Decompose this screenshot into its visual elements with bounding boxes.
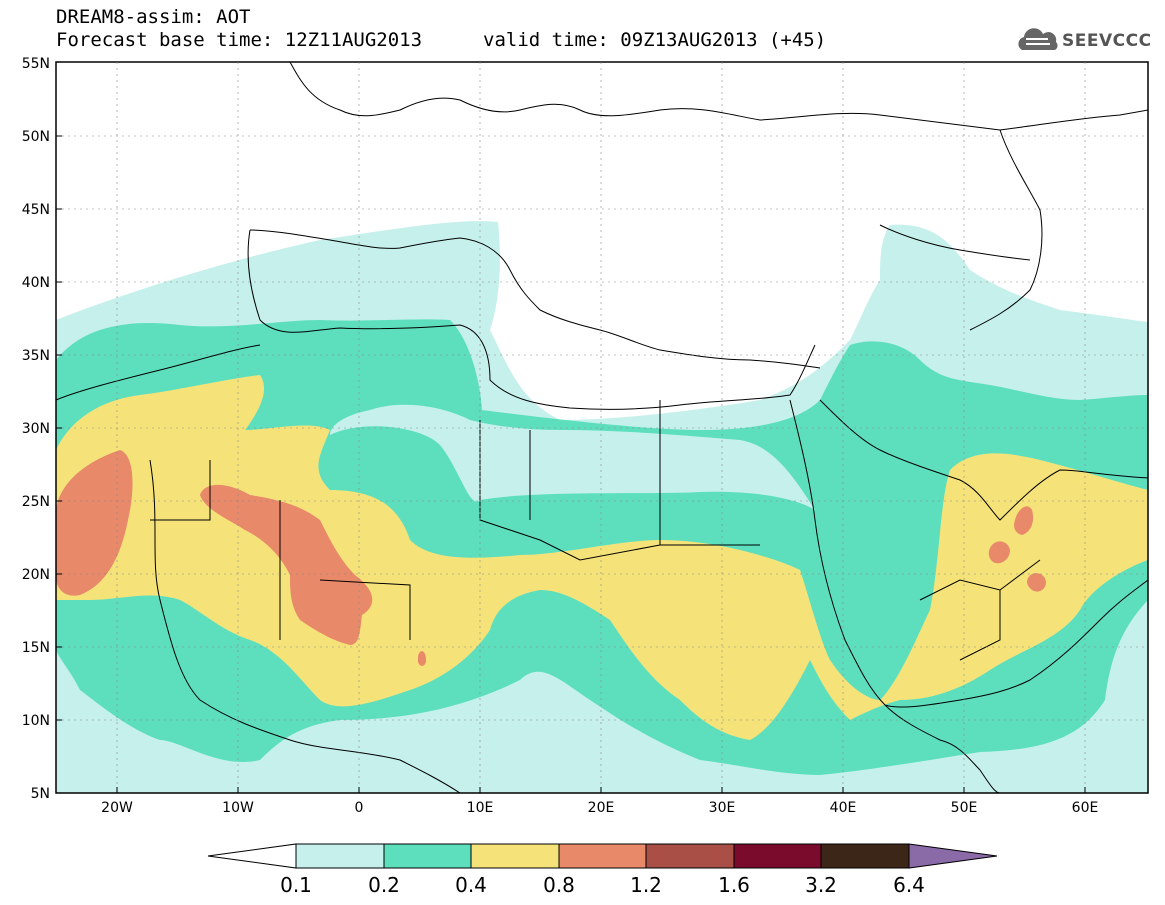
lon-label: 50E xyxy=(951,800,978,816)
colorbar-swatch xyxy=(733,843,822,869)
lon-label: 40E xyxy=(830,800,857,816)
colorbar-swatch xyxy=(383,843,472,869)
tick-marks xyxy=(56,61,1086,793)
lat-label: 40N xyxy=(22,275,50,291)
aot-contour-0.1-inner xyxy=(330,404,815,510)
lon-label: 60E xyxy=(1072,800,1099,816)
lat-label: 25N xyxy=(22,494,50,510)
lon-label: 10W xyxy=(222,800,254,816)
map-title: DREAM8-assim: AOT xyxy=(56,6,251,28)
lon-label: 0 xyxy=(355,800,364,816)
colorbar-label: 0.2 xyxy=(368,873,400,897)
lat-label: 35N xyxy=(22,348,50,364)
aot-contour-0.8-arabia-3 xyxy=(1027,573,1046,592)
aot-contour-0.8-arabia-1 xyxy=(1014,506,1034,535)
lon-label: 20E xyxy=(588,800,615,816)
colorbar-label: 0.1 xyxy=(280,873,312,897)
aot-contour-0.8-mali xyxy=(200,484,373,645)
logo-text: SEEVCCC xyxy=(1062,31,1152,51)
colorbar-label: 1.2 xyxy=(630,873,662,897)
lat-label: 30N xyxy=(22,421,50,437)
colorbar xyxy=(207,843,998,869)
forecast-base-time: Forecast base time: 12Z11AUG2013 xyxy=(56,29,423,51)
lat-label: 20N xyxy=(22,567,50,583)
aot-contour-0.4 xyxy=(56,375,1148,740)
lon-label: 10E xyxy=(467,800,494,816)
colorbar-arrow-low xyxy=(207,843,297,869)
colorbar-label: 6.4 xyxy=(893,873,925,897)
colorbar-label: 0.4 xyxy=(455,873,487,897)
colorbar-label: 0.8 xyxy=(543,873,575,897)
lat-label: 10N xyxy=(22,713,50,729)
lat-label: 45N xyxy=(22,202,50,218)
lon-label: 20W xyxy=(101,800,133,816)
colorbar-swatch xyxy=(470,843,560,869)
lat-label: 5N xyxy=(31,786,50,802)
lat-label: 50N xyxy=(22,129,50,145)
aot-contour-0.8-west xyxy=(56,450,133,596)
aot-contour-0.8-arabia-2 xyxy=(988,541,1010,564)
colorbar-arrow-high xyxy=(908,843,998,869)
lat-label: 15N xyxy=(22,640,50,656)
colorbar-swatch xyxy=(820,843,910,869)
lat-label: 55N xyxy=(22,56,50,72)
aot-contour-0.8-niger xyxy=(418,651,426,666)
colorbar-swatch xyxy=(295,843,385,869)
graticule xyxy=(56,62,1148,793)
seevccc-logo-icon xyxy=(1018,28,1058,50)
colorbar-swatch xyxy=(645,843,735,869)
lon-label: 30E xyxy=(709,800,736,816)
colorbar-label: 1.6 xyxy=(718,873,750,897)
colorbar-swatch xyxy=(558,843,647,869)
aot-field xyxy=(56,62,1148,793)
colorbar-label: 3.2 xyxy=(805,873,837,897)
valid-time: valid time: 09Z13AUG2013 (+45) xyxy=(483,29,827,51)
